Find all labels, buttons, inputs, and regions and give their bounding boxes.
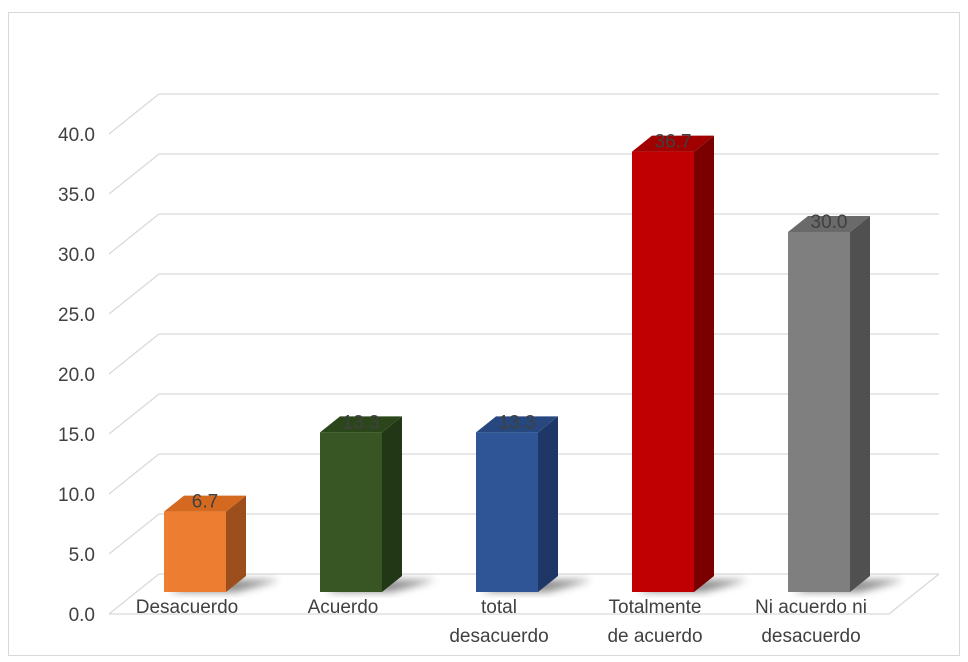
x-category-label: de acuerdo: [607, 626, 702, 647]
bar: [320, 432, 382, 592]
x-category-label: Acuerdo: [308, 597, 379, 618]
chart-frame: 0.0 5.0 10.0 15.0 20.0 25.0 30.0 35.0 40.0 Desac…: [8, 12, 960, 656]
data-label: 36.7: [655, 132, 692, 153]
y-tick-label: 20.0: [58, 365, 95, 386]
bars: [164, 135, 870, 592]
x-axis-categories: Desacuerdo Acuerdo total desacuerdo Totalmen…: [136, 597, 867, 647]
gridline-diagonal: [108, 213, 160, 255]
gridline-diagonal: [108, 273, 160, 315]
floor-right-edge: [888, 573, 940, 615]
y-tick-label: 40.0: [58, 125, 95, 146]
bar-side-face: [694, 135, 714, 592]
y-tick-label: 0.0: [69, 605, 95, 626]
bar: [164, 511, 226, 592]
data-labels: 6.7 13.3 13.3 36.7 30.0: [192, 132, 848, 513]
data-label: 13.3: [499, 412, 536, 433]
data-label: 30.0: [811, 212, 848, 233]
y-tick-label: 10.0: [58, 485, 95, 506]
x-category-label: total: [481, 597, 517, 618]
bar-chart: 0.0 5.0 10.0 15.0 20.0 25.0 30.0 35.0 40.0 Desac…: [58, 93, 940, 647]
x-category-label: Desacuerdo: [136, 597, 238, 618]
gridline-diagonal: [108, 573, 160, 615]
y-tick-label: 15.0: [58, 425, 95, 446]
gridline-diagonal: [108, 393, 160, 435]
y-axis-ticks: 0.0 5.0 10.0 15.0 20.0 25.0 30.0 35.0 40.0: [58, 125, 95, 626]
bar: [476, 432, 538, 592]
bar: [788, 232, 850, 592]
gridline-diagonal: [108, 453, 160, 495]
y-tick-label: 5.0: [69, 545, 95, 566]
bar-top-face: [632, 135, 714, 152]
bar-side-face: [538, 416, 558, 592]
bar-side-face: [382, 416, 402, 592]
x-category-label: Totalmente: [609, 597, 702, 618]
gridline-diagonal: [108, 93, 160, 135]
gridline-diagonal: [108, 333, 160, 375]
bar-side-face: [226, 495, 246, 592]
gridline-diagonal: [108, 153, 160, 195]
x-category-label: desacuerdo: [761, 626, 860, 647]
y-tick-label: 25.0: [58, 305, 95, 326]
data-label: 13.3: [343, 412, 380, 433]
y-tick-label: 35.0: [58, 185, 95, 206]
bar-top-face: [476, 416, 558, 433]
bar-top-face: [788, 216, 870, 232]
gridline-diagonal: [108, 513, 160, 555]
data-label: 6.7: [192, 492, 218, 513]
x-category-label: desacuerdo: [449, 626, 548, 647]
x-category-label: Ni acuerdo ni: [755, 597, 867, 618]
y-tick-label: 30.0: [58, 245, 95, 266]
bar-top-face: [320, 416, 402, 433]
bar-side-face: [850, 216, 870, 592]
bar: [632, 151, 694, 592]
bar-top-face: [164, 495, 246, 512]
